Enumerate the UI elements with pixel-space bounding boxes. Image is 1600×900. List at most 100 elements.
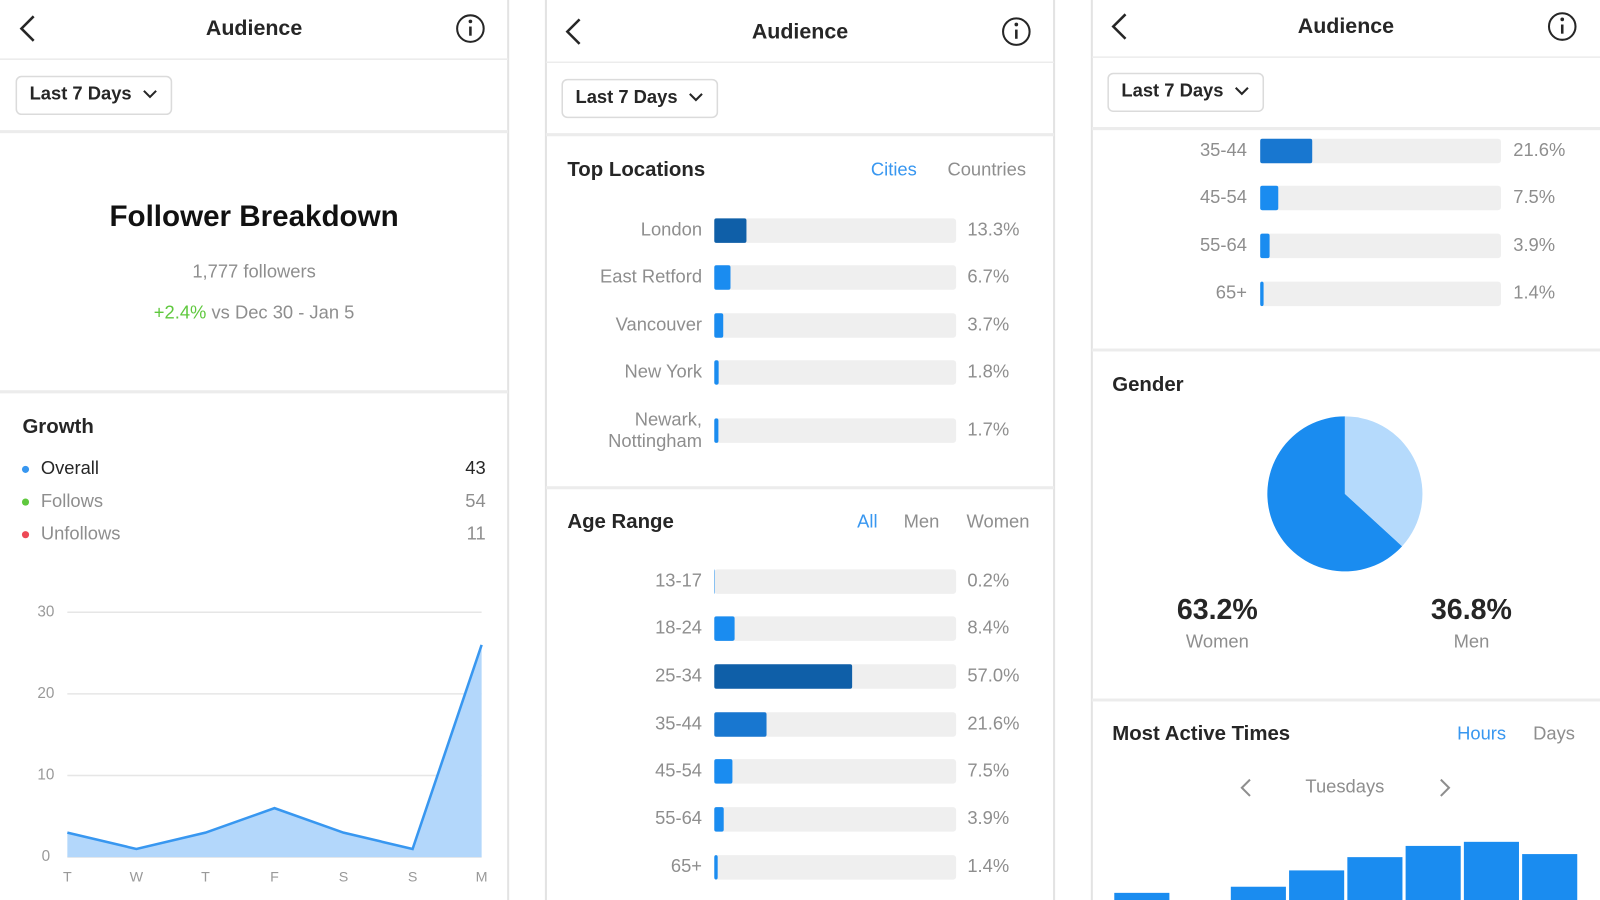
tab[interactable]: Countries xyxy=(947,158,1026,179)
info-button[interactable] xyxy=(1002,17,1031,46)
y-tick-label: 30 xyxy=(37,603,54,620)
info-icon xyxy=(1547,12,1577,41)
bar xyxy=(1260,233,1270,259)
bar-label: New York xyxy=(624,360,702,381)
bar xyxy=(1405,845,1461,900)
prev-day[interactable] xyxy=(1240,778,1251,797)
follower-count: 1,777 followers xyxy=(192,260,316,281)
tab[interactable]: Hours xyxy=(1457,723,1506,744)
date-filter[interactable]: Last 7 Days xyxy=(1107,72,1265,112)
value-label: 13.3% xyxy=(967,218,1019,239)
bar xyxy=(714,664,853,689)
bar-label: 55-64 xyxy=(655,807,702,828)
value-label: 3.9% xyxy=(1513,234,1555,255)
bar-label: 55-64 xyxy=(1200,234,1247,255)
value-label: 21.6% xyxy=(1513,139,1565,160)
section-title: Age Range xyxy=(567,511,674,533)
bar xyxy=(714,712,767,737)
tab[interactable]: Women xyxy=(966,510,1029,531)
x-tick-label: T xyxy=(63,869,72,885)
value-label: 3.7% xyxy=(967,313,1009,334)
bar-track xyxy=(714,265,957,290)
date-filter[interactable]: Last 7 Days xyxy=(15,75,173,116)
value-label: 3.9% xyxy=(967,807,1009,828)
legend-dot xyxy=(21,531,30,539)
value-label: 1.7% xyxy=(967,418,1009,439)
tab[interactable]: Days xyxy=(1533,723,1575,744)
bar-track xyxy=(714,360,957,385)
value-label: 21.6% xyxy=(967,712,1019,733)
y-tick-label: 0 xyxy=(42,848,51,865)
pie-slice xyxy=(1344,416,1423,547)
bar-track xyxy=(1260,233,1502,259)
bar xyxy=(1260,281,1264,307)
tab[interactable]: Men xyxy=(904,510,940,531)
header-title: Audience xyxy=(1298,14,1394,38)
bar xyxy=(714,360,719,385)
value-label: 7.5% xyxy=(1513,186,1555,207)
bar xyxy=(1114,892,1170,900)
date-filter[interactable]: Last 7 Days xyxy=(561,78,719,119)
section-title: Gender xyxy=(1112,374,1183,396)
bar-label-line: Newark, xyxy=(635,408,702,429)
date-filter-label: Last 7 Days xyxy=(30,83,132,104)
value-label: 8.4% xyxy=(967,616,1009,637)
value-label: 7.5% xyxy=(967,759,1009,780)
bar-track xyxy=(1260,185,1502,211)
bar xyxy=(714,265,731,290)
pie-value: 36.8% xyxy=(1431,594,1512,626)
legend-name: Overall xyxy=(41,457,99,478)
date-filter-label: Last 7 Days xyxy=(1121,80,1223,101)
legend-value: 54 xyxy=(465,490,485,511)
bar-label: 65+ xyxy=(671,855,702,876)
bar-track xyxy=(714,807,957,832)
pie-category: Men xyxy=(1454,631,1490,652)
bar-track xyxy=(1260,138,1502,164)
tab[interactable]: All xyxy=(857,510,877,531)
legend-value: 43 xyxy=(465,457,485,478)
header-title: Audience xyxy=(206,16,302,40)
bar-label: 25-34 xyxy=(655,664,702,685)
bar xyxy=(1347,857,1403,900)
x-tick-label: F xyxy=(270,869,279,885)
bar xyxy=(714,807,724,832)
bar-track xyxy=(714,712,957,737)
info-icon xyxy=(456,14,485,43)
bar xyxy=(714,418,719,443)
info-button[interactable] xyxy=(456,14,485,43)
tab[interactable]: Cities xyxy=(871,158,917,179)
legend-name: Unfollows xyxy=(41,523,121,544)
value-label: 6.7% xyxy=(967,265,1009,286)
bar xyxy=(1260,138,1313,164)
bar-track xyxy=(714,418,957,443)
back-button[interactable] xyxy=(1111,13,1127,40)
back-button[interactable] xyxy=(19,15,35,42)
dropdown-icon xyxy=(143,90,157,99)
legend-dot xyxy=(21,498,30,506)
y-tick-label: 10 xyxy=(37,767,54,784)
bar-label: 45-54 xyxy=(655,759,702,780)
bar-track xyxy=(714,218,957,243)
bar xyxy=(714,218,747,243)
back-button[interactable] xyxy=(565,18,581,45)
dropdown-icon xyxy=(689,93,703,102)
bar-label: 65+ xyxy=(1216,282,1247,303)
x-tick-label: M xyxy=(476,869,488,885)
value-label: 57.0% xyxy=(967,664,1019,685)
bar xyxy=(714,759,733,784)
bar-track xyxy=(714,855,957,880)
info-button[interactable] xyxy=(1547,12,1577,41)
bar-label: Newark, Nottingham xyxy=(603,408,702,450)
legend-value: 11 xyxy=(467,523,486,544)
bar-track xyxy=(714,313,957,338)
next-day[interactable] xyxy=(1440,778,1451,797)
bar-track xyxy=(714,616,957,641)
bar xyxy=(714,616,735,641)
change-line: +2.4% vs Dec 30 - Jan 5 xyxy=(154,301,355,322)
x-tick-label: T xyxy=(201,869,210,885)
bar-label: 13-17 xyxy=(655,569,702,590)
date-filter-label: Last 7 Days xyxy=(576,86,678,107)
section-title: Most Active Times xyxy=(1112,723,1290,745)
value-label: 1.8% xyxy=(967,360,1009,381)
